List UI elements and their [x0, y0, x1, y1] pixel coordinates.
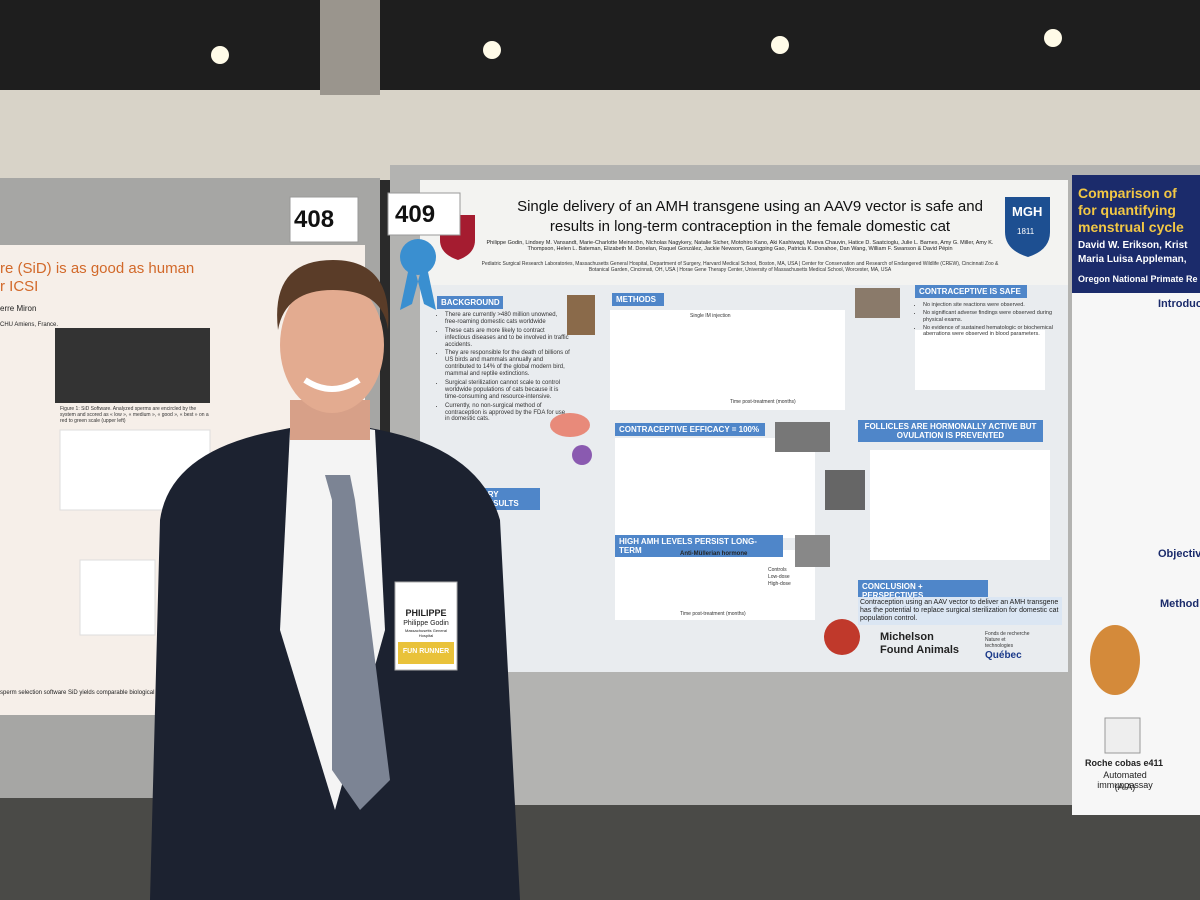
ovary-illustration: [550, 413, 590, 437]
safe-list: No injection site reactions were observe…: [915, 302, 1063, 340]
left-poster-author: erre Miron: [0, 304, 37, 313]
legend-entry: High-dose: [768, 581, 791, 587]
bullet: No significant adverse findings were obs…: [923, 310, 1063, 323]
badge-first-name: PHILIPPE: [405, 608, 447, 618]
booth-card: [387, 192, 461, 236]
axis-label: Time post-treatment (months): [680, 611, 746, 617]
badge-full-name: Philippe Godin: [403, 620, 449, 627]
quebec-logo-text: Québec: [985, 650, 1022, 661]
bullet: No evidence of sustained hematologic or …: [923, 325, 1063, 338]
hair: [277, 260, 389, 330]
monkey-image: [1090, 625, 1140, 695]
poster-title: Single delivery of an AMH transgene usin…: [517, 198, 983, 215]
right-poster-header: [1072, 175, 1200, 293]
section-heading: HIGH AMH LEVELS PERSIST LONG-TERM: [615, 535, 783, 557]
section-heading: CONCLUSION + PERSPECTIVES: [858, 580, 988, 602]
section-heading: BACKGROUND: [437, 296, 503, 309]
left-poster-chart: [79, 559, 156, 636]
booth-number: 408: [294, 206, 335, 233]
ceiling-light: [771, 36, 789, 54]
follicle-charts: [870, 450, 1050, 560]
ribbon-rosette: [400, 239, 436, 275]
amh-chart-area: [615, 550, 815, 620]
bullet: Surgical sterilization cannot scale to c…: [445, 380, 570, 401]
ceiling-light: [211, 46, 229, 64]
booth-card: [289, 196, 359, 243]
legend-entry: Low-dose: [768, 574, 790, 580]
right-poster-authors: David W. Erikson, Krist: [1078, 240, 1188, 251]
cat-photo: [567, 295, 595, 335]
methods-figure: [610, 310, 845, 410]
tie: [325, 475, 390, 810]
ceiling-light: [483, 41, 501, 59]
right-poster-title: Comparison of: [1078, 185, 1177, 201]
michelson-logo-text: Michelson Found Animals: [880, 631, 960, 656]
chart-title: Anti-Müllerian hormone: [680, 551, 748, 557]
section-heading: FOLLICLES ARE HORMONALLY ACTIVE BUT OVUL…: [858, 420, 1043, 442]
virus-illustration: [572, 445, 592, 465]
left-poster-title: r ICSI: [0, 278, 39, 295]
frq-logo-text: Fonds de recherche Nature et technologie…: [985, 631, 1030, 649]
instrument-name: Roche cobas e411: [1085, 758, 1164, 768]
instrument-caption: (AIA): [1114, 782, 1136, 792]
bullet: These cats are more likely to contract i…: [445, 328, 570, 349]
left-poster-footer: sperm selection software SiD yields comp…: [0, 690, 155, 696]
bullet: No injection site reactions were observe…: [923, 302, 1063, 308]
conclusion-text: Contraception using an AAV vector to del…: [858, 597, 1062, 626]
background-list: There are currently >480 million unowned…: [437, 312, 570, 425]
efficacy-table: [615, 438, 815, 538]
section-heading: CONTRACEPTIVE IS SAFE: [915, 285, 1027, 298]
ceiling: [0, 0, 1200, 95]
michelson-logo: [824, 619, 860, 655]
bullet: Currently, no non-surgical method of con…: [445, 403, 570, 424]
smile: [303, 377, 361, 392]
figure-caption: Figure 1: SiD Software. Analyzed sperms …: [60, 406, 209, 424]
right-poster-heading: Introduct: [1158, 298, 1200, 310]
mgh-logo: MGH: [1012, 204, 1043, 219]
left-poster-title: re (SiD) is as good as human: [0, 260, 195, 277]
right-poster-heading: Method: [1160, 598, 1200, 610]
methods-label: Single IM injection: [690, 313, 731, 319]
cat-photo: [825, 470, 865, 510]
section-heading: METHODS: [612, 293, 664, 306]
mgh-crest: [1005, 197, 1050, 257]
poster-title: results in long-term contraception in th…: [549, 218, 951, 235]
poster-authors: Philippe Godin, Lindsey M. Vansandt, Mar…: [486, 240, 994, 253]
booth-number: 409: [395, 201, 436, 228]
right-poster-heading: Objective: [1158, 548, 1200, 560]
safety-chart: [915, 330, 1045, 390]
cat-photo: [795, 535, 830, 567]
beam: [320, 0, 380, 95]
right-poster-title: menstrual cycle: [1078, 219, 1184, 235]
left-poster-affiliation: CHU Amiens, France.: [0, 322, 59, 328]
mgh-year: 1811: [1017, 227, 1035, 236]
cat-photo: [775, 422, 830, 452]
poster-affiliation: Pediatric Surgical Research Laboratories…: [481, 261, 999, 273]
instrument-image: [1104, 717, 1141, 754]
section-heading: CONTRACEPTIVE EFFICACY = 100%: [615, 423, 765, 436]
bullet: They are responsible for the death of bi…: [445, 350, 570, 378]
legend-entry: Controls: [768, 567, 787, 573]
badge-affiliation: Massachusetts General Hospital: [404, 628, 448, 638]
bullet: There are currently >480 million unowned…: [445, 312, 570, 326]
right-poster-authors: Maria Luisa Appleman,: [1078, 254, 1187, 265]
instrument-caption: Automated immunoassay: [1097, 770, 1153, 791]
badge-ribbon-text: FUN RUNNER: [402, 648, 450, 655]
right-poster-title: for quantifying: [1078, 202, 1176, 218]
cat-photo: [855, 288, 900, 318]
ribbon-tails: [400, 272, 436, 310]
left-poster-image: [55, 328, 210, 403]
badge-ribbon: [398, 642, 454, 664]
ceiling-light: [1044, 29, 1062, 47]
axis-label: Time post-treatment (months): [730, 399, 796, 405]
right-poster-affiliation: Oregon National Primate Re: [1078, 274, 1198, 284]
